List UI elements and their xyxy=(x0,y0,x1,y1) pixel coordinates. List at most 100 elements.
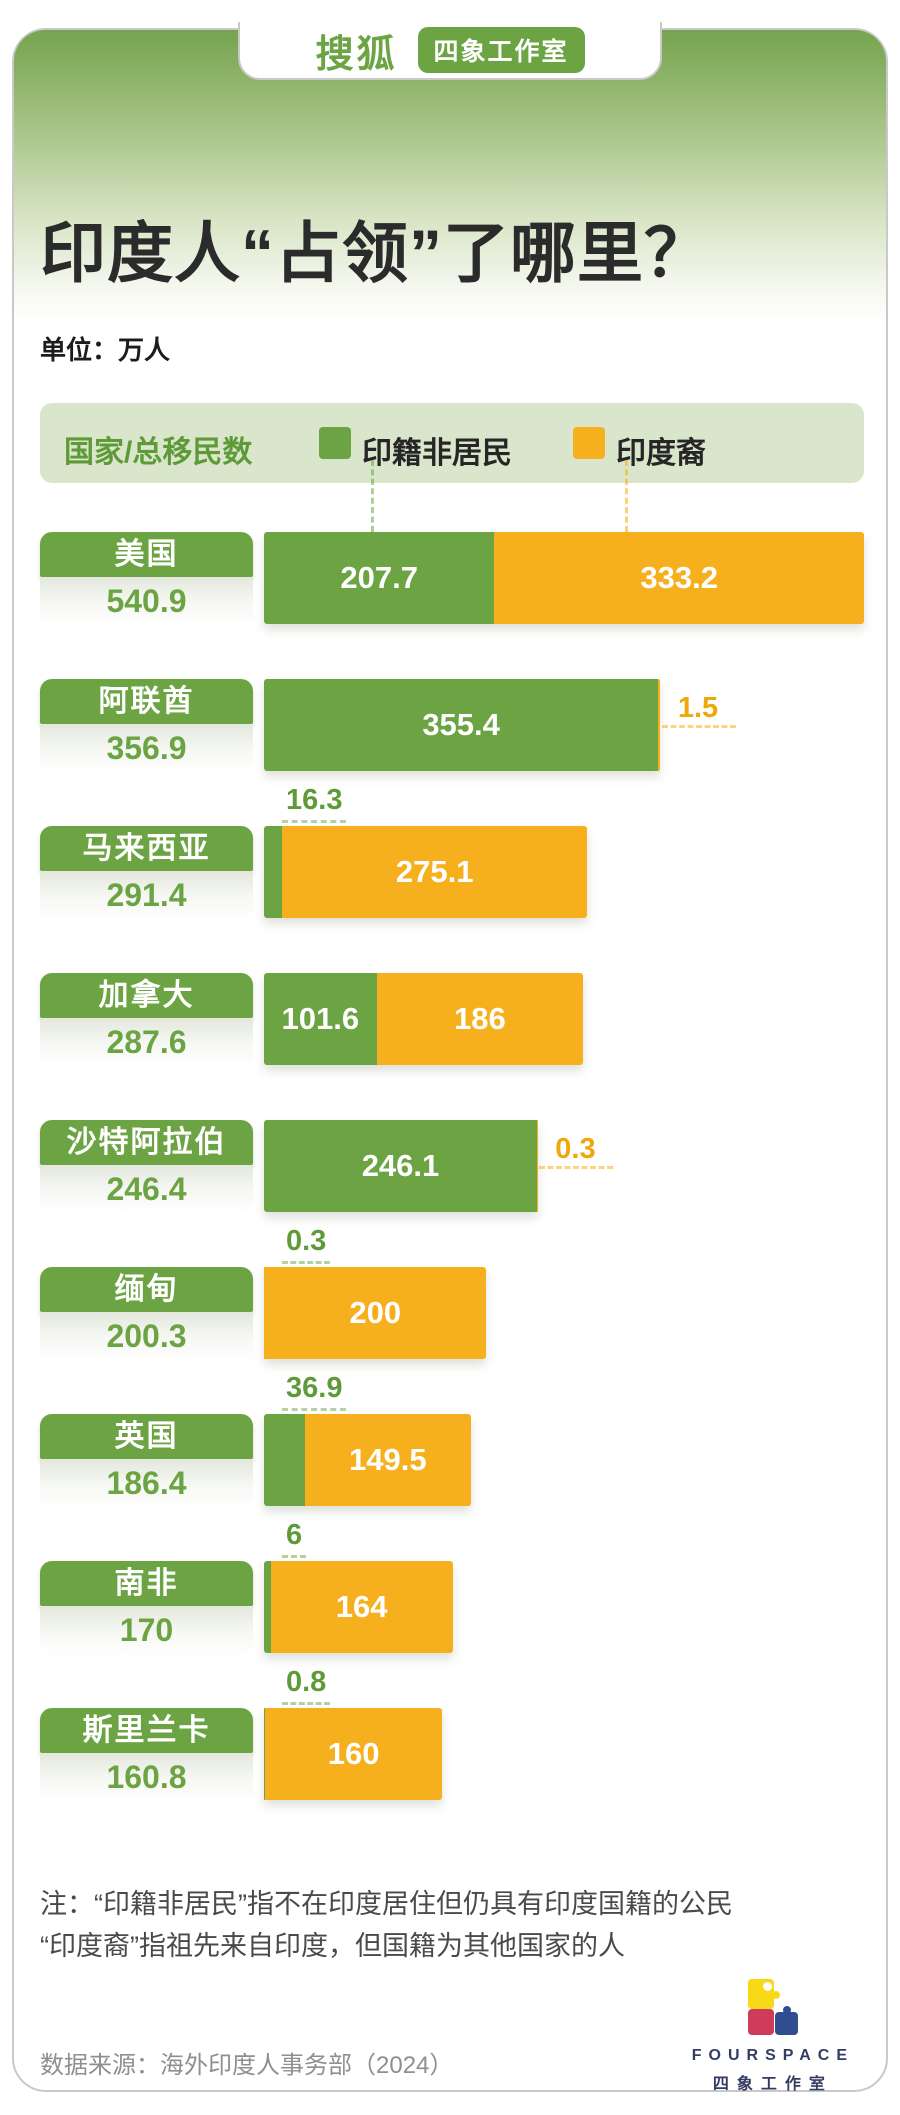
country-total: 246.4 xyxy=(40,1165,253,1215)
country-label-box: 斯里兰卡 160.8 xyxy=(40,1708,253,1803)
pio-segment-value: 200 xyxy=(349,1295,402,1330)
legend-series1-label: 印籍非居民 xyxy=(362,437,512,470)
nri-outside-value: 36.9 xyxy=(282,1372,347,1411)
footnote-line1: 注：“印籍非居民”指不在印度居住但仍具有印度国籍的公民 xyxy=(40,1889,733,1919)
pio-outside-value: 0.3 xyxy=(555,1133,596,1165)
nri-segment-value: 246.1 xyxy=(361,1148,440,1183)
footnote-line2: “印度裔”指祖先来自印度，但国籍为其他国家的人 xyxy=(40,1931,625,1961)
bar-group: 6 164 xyxy=(264,1561,453,1653)
data-source: 数据来源：海外印度人事务部（2024） xyxy=(40,2052,454,2079)
country-total: 540.9 xyxy=(40,577,253,627)
sohu-logo: 搜狐 xyxy=(315,33,398,76)
puzzle-red-piece xyxy=(747,2009,774,2035)
country-label-box: 加拿大 287.6 xyxy=(40,973,253,1068)
legend-orange-connector-line xyxy=(625,460,628,532)
chart-row: 阿联酋 356.9 355.4 1.5 355.4 1.5 xyxy=(40,679,864,826)
fourspace-puzzle-icon xyxy=(745,1979,801,2039)
nri-segment: 16.3 xyxy=(264,826,283,918)
hero-header: 搜狐 四象工作室 印度人“占领”了哪里？ xyxy=(14,22,886,320)
chart-row: 缅甸 200.3 0.3 200 0.3 200 xyxy=(40,1225,864,1414)
chart-row: 斯里兰卡 160.8 0.8 160 0.8 160 xyxy=(40,1666,864,1855)
footer: 数据来源：海外印度人事务部（2024） FOURSPACE 四象工作室 xyxy=(40,1979,860,2094)
country-label-box: 阿联酋 356.9 xyxy=(40,679,253,774)
fourspace-logo: FOURSPACE 四象工作室 xyxy=(692,1979,860,2094)
legend-orange-swatch-icon xyxy=(573,427,605,459)
nri-segment-value: 207.7 xyxy=(340,560,418,595)
bar-group: 16.3 275.1 xyxy=(264,826,588,918)
unit-label: 单位：万人 xyxy=(40,335,171,365)
country-total: 160.8 xyxy=(40,1753,253,1803)
nri-outside-value: 0.3 xyxy=(282,1225,331,1264)
pio-segment-value: 164 xyxy=(335,1589,388,1624)
country-name: 斯里兰卡 xyxy=(40,1708,253,1753)
bar-group: 207.7 333.2 xyxy=(264,532,864,624)
logo-text-en: FOURSPACE xyxy=(691,2047,854,2064)
country-total: 200.3 xyxy=(40,1312,253,1362)
chart-row: 美国 540.9 207.7 333.2 207.7 333.2 xyxy=(40,532,864,679)
pio-segment: 160 xyxy=(264,1708,443,1800)
studio-badge: 四象工作室 xyxy=(417,27,585,73)
pio-segment: 149.5 xyxy=(304,1414,471,1506)
country-label-box: 马来西亚 291.4 xyxy=(40,826,253,921)
chart-row: 马来西亚 291.4 16.3 275.1 16.3 275.1 xyxy=(40,784,864,973)
nri-segment: 355.4 xyxy=(264,679,659,771)
pio-segment: 333.2 xyxy=(494,532,864,624)
bar-group: 101.6 186 xyxy=(264,973,583,1065)
country-total: 287.6 xyxy=(40,1018,253,1068)
pio-segment: 200 xyxy=(264,1267,487,1359)
country-total: 170 xyxy=(40,1606,253,1656)
pio-segment-value: 160 xyxy=(327,1736,380,1771)
country-label-box: 沙特阿拉伯 246.4 xyxy=(40,1120,253,1215)
nri-outside-value: 16.3 xyxy=(282,784,347,823)
bar-group: 0.8 160 xyxy=(264,1708,443,1800)
infographic-card: 搜狐 四象工作室 印度人“占领”了哪里？ 单位：万人 国家/总移民数 印籍非居民… xyxy=(12,22,888,2094)
chart-row: 南非 170 6 164 6 164 xyxy=(40,1519,864,1708)
nri-outside-value: 6 xyxy=(282,1519,307,1558)
puzzle-yellow-nub xyxy=(771,1991,780,1999)
nri-outside-value: 0.8 xyxy=(282,1666,331,1705)
chart-row: 加拿大 287.6 101.6 186 101.6 186 xyxy=(40,973,864,1120)
pio-segment: 164 xyxy=(270,1561,453,1653)
nri-segment: 101.6 xyxy=(264,973,377,1065)
pio-outside-value: 1.5 xyxy=(677,692,719,724)
country-total: 356.9 xyxy=(40,724,253,774)
country-name: 美国 xyxy=(40,532,253,577)
footnote: 注：“印籍非居民”指不在印度居住但仍具有印度国籍的公民 “印度裔”指祖先来自印度… xyxy=(40,1883,860,1967)
country-label-box: 英国 186.4 xyxy=(40,1414,253,1509)
nri-segment: 0.8 xyxy=(264,1708,265,1800)
puzzle-blue-nub xyxy=(782,2006,791,2014)
country-name: 缅甸 xyxy=(40,1267,253,1312)
chart-row: 英国 186.4 36.9 149.5 36.9 149.5 xyxy=(40,1372,864,1561)
nri-segment: 6 xyxy=(264,1561,271,1653)
bar-rows: 美国 540.9 207.7 333.2 207.7 333.2 阿联酋 356… xyxy=(40,532,864,1855)
country-total: 186.4 xyxy=(40,1459,253,1509)
country-label-box: 美国 540.9 xyxy=(40,532,253,627)
pio-segment: 1.5 xyxy=(658,679,660,771)
country-name: 沙特阿拉伯 xyxy=(40,1120,253,1165)
page-title: 印度人“占领”了哪里？ xyxy=(40,216,711,290)
legend-series2-label: 印度裔 xyxy=(616,437,706,470)
country-label-box: 南非 170 xyxy=(40,1561,253,1656)
puzzle-hole xyxy=(762,1982,772,1991)
pio-segment: 186 xyxy=(376,973,583,1065)
bar-group: 355.4 1.5 xyxy=(264,679,660,771)
nri-segment: 246.1 xyxy=(264,1120,537,1212)
country-label-box: 缅甸 200.3 xyxy=(40,1267,253,1362)
nri-segment-value: 355.4 xyxy=(422,707,500,742)
bar-group: 0.3 200 xyxy=(264,1267,487,1359)
top-tab: 搜狐 四象工作室 xyxy=(238,22,662,80)
country-name: 英国 xyxy=(40,1414,253,1459)
pio-segment-value: 186 xyxy=(453,1001,506,1036)
nri-segment: 207.7 xyxy=(264,532,495,624)
legend-axis-label: 国家/总移民数 xyxy=(64,436,253,469)
bar-group: 36.9 149.5 xyxy=(264,1414,471,1506)
legend-green-swatch-icon xyxy=(319,427,351,459)
legend-bar: 国家/总移民数 印籍非居民 印度裔 xyxy=(40,403,864,483)
country-name: 南非 xyxy=(40,1561,253,1606)
pio-leader-line xyxy=(539,1166,614,1169)
country-total: 291.4 xyxy=(40,871,253,921)
chart-row: 沙特阿拉伯 246.4 246.1 0.3 246.1 0.3 xyxy=(40,1120,864,1267)
pio-leader-line xyxy=(661,725,736,728)
country-name: 马来西亚 xyxy=(40,826,253,871)
bar-group: 246.1 0.3 xyxy=(264,1120,538,1212)
